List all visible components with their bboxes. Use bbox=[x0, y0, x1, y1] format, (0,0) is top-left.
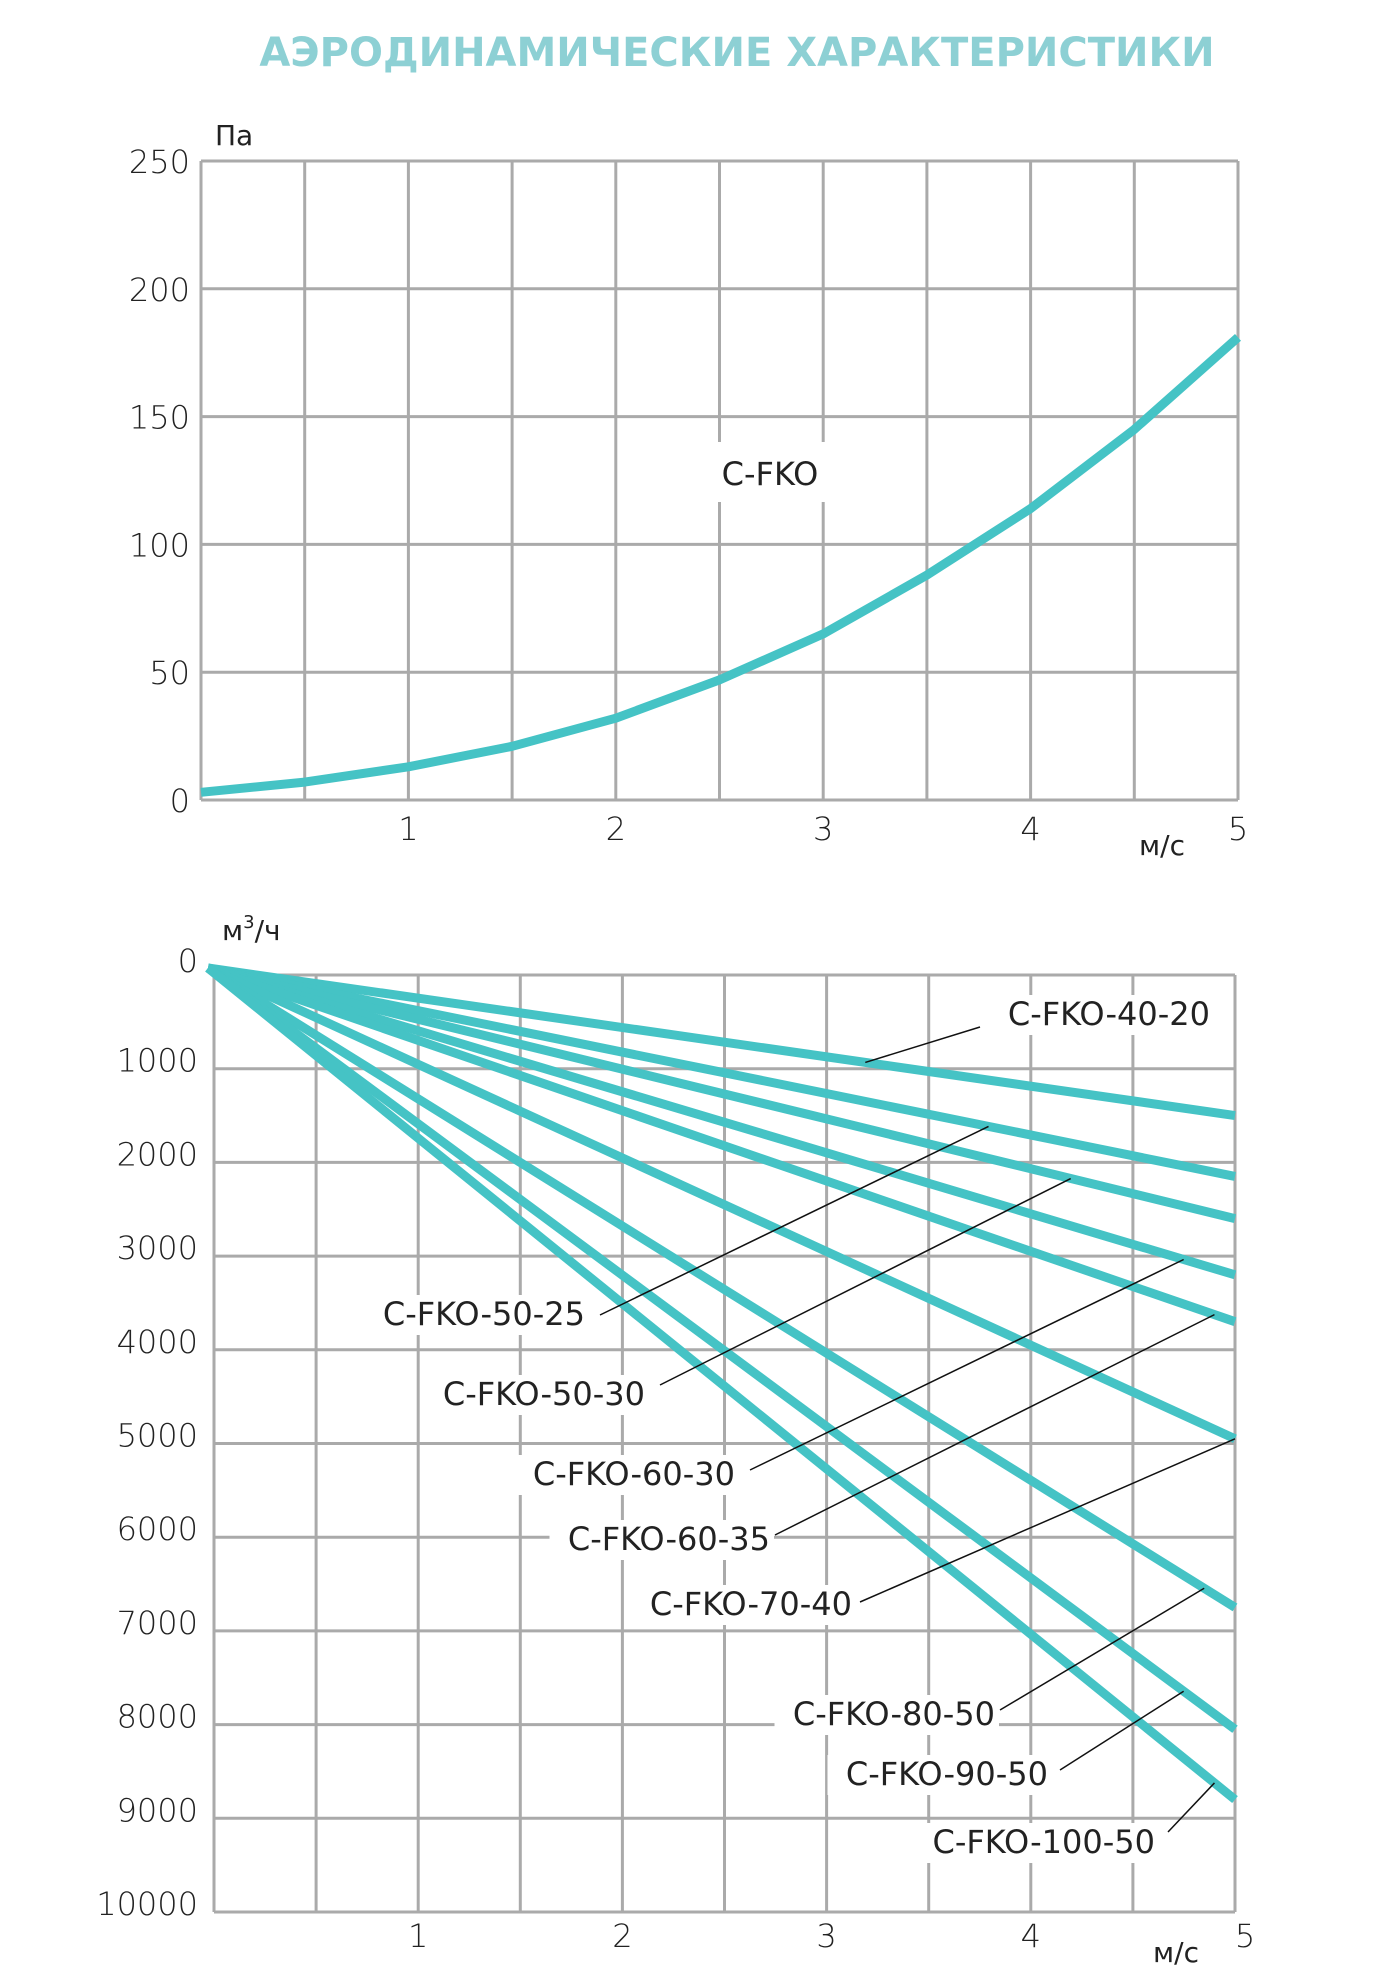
leader-line bbox=[1059, 1690, 1185, 1771]
label-background bbox=[827, 1755, 1052, 1795]
series-line-c-fko-80-50 bbox=[205, 964, 1238, 1612]
y-tick-label: 10000 bbox=[96, 1885, 198, 1923]
series-line-c-fko-50-30 bbox=[206, 963, 1237, 1223]
series-line-c-fko-50-25 bbox=[207, 963, 1236, 1181]
label-background bbox=[712, 442, 828, 502]
y-tick-label: 4000 bbox=[117, 1323, 198, 1361]
series-label: C-FKO-60-30 bbox=[533, 1455, 735, 1493]
label-background bbox=[424, 1375, 649, 1415]
y-tick-label: 1000 bbox=[117, 1042, 198, 1080]
label-background bbox=[514, 1455, 739, 1495]
y-tick-label: 200 bbox=[129, 271, 190, 309]
y-tick-label: 50 bbox=[149, 654, 190, 692]
y-tick-label: 3000 bbox=[117, 1229, 198, 1267]
label-background bbox=[364, 1295, 589, 1335]
series-label: C-FKO-100-50 bbox=[933, 1823, 1156, 1861]
x-tick-label: 4 bbox=[1020, 810, 1040, 848]
x-tick-label: 2 bbox=[606, 810, 626, 848]
series-label: C-FKO-60-35 bbox=[568, 1520, 770, 1558]
airflow-chart bbox=[205, 963, 1238, 1914]
series-label-c-fko: C-FKO bbox=[722, 455, 819, 493]
leader-line bbox=[865, 1026, 981, 1064]
y-axis-unit: м3/ч bbox=[222, 912, 281, 947]
series-label: C-FKO-40-20 bbox=[1008, 995, 1210, 1033]
x-tick-label: 5 bbox=[1235, 1917, 1255, 1955]
label-background bbox=[915, 1823, 1159, 1863]
y-tick-label: 5000 bbox=[117, 1417, 198, 1455]
leader-line bbox=[599, 1125, 989, 1316]
y-tick-label: 250 bbox=[129, 143, 190, 181]
series-label: C-FKO-50-25 bbox=[383, 1295, 585, 1333]
leader-line bbox=[659, 1177, 1072, 1386]
series-line-c-fko-100-50 bbox=[205, 964, 1238, 1804]
y-tick-label: 100 bbox=[129, 526, 190, 564]
leader-line bbox=[1167, 1782, 1216, 1833]
y-tick-label: 0 bbox=[178, 942, 198, 980]
leader-line bbox=[774, 1313, 1215, 1536]
x-tick-label: 1 bbox=[398, 810, 418, 848]
pressure-chart bbox=[199, 159, 1241, 802]
series-line-c-fko-60-30 bbox=[206, 963, 1237, 1280]
x-tick-label: 5 bbox=[1228, 810, 1248, 848]
label-background bbox=[989, 995, 1214, 1035]
unit-tail: /ч bbox=[255, 914, 281, 947]
x-tick-label: 3 bbox=[816, 1917, 836, 1955]
unit-superscript: 3 bbox=[243, 912, 254, 933]
x-axis-unit: м/с bbox=[1139, 829, 1185, 862]
label-background bbox=[631, 1585, 856, 1625]
y-tick-label: 8000 bbox=[117, 1698, 198, 1736]
series-line-c-fko-40-20 bbox=[207, 963, 1236, 1121]
series-line-c-fko-60-35 bbox=[206, 963, 1237, 1326]
y-tick-label: 0 bbox=[170, 782, 190, 820]
y-tick-label: 2000 bbox=[117, 1135, 198, 1173]
leader-line bbox=[999, 1587, 1205, 1711]
y-tick-label: 9000 bbox=[117, 1791, 198, 1829]
series-label: C-FKO-90-50 bbox=[846, 1755, 1048, 1793]
label-background bbox=[774, 1695, 999, 1735]
y-tick-label: 6000 bbox=[117, 1510, 198, 1548]
page-title: АЭРОДИНАМИЧЕСКИЕ ХАРАКТЕРИСТИКИ bbox=[259, 30, 1215, 76]
x-tick-label: 4 bbox=[1021, 1917, 1041, 1955]
x-axis-unit: м/с bbox=[1153, 1936, 1199, 1967]
y-tick-label: 7000 bbox=[117, 1604, 198, 1642]
series-label: C-FKO-80-50 bbox=[793, 1695, 995, 1733]
x-tick-label: 1 bbox=[408, 1917, 428, 1955]
series-line-c-fko bbox=[200, 334, 1241, 797]
x-tick-label: 2 bbox=[612, 1917, 632, 1955]
unit-base: м bbox=[222, 914, 243, 947]
y-axis-unit: Па bbox=[215, 119, 253, 152]
leader-line bbox=[859, 1438, 1236, 1603]
series-line-c-fko-90-50 bbox=[205, 964, 1238, 1733]
series-label: C-FKO-50-30 bbox=[443, 1375, 645, 1413]
series-line-c-fko-70-40 bbox=[206, 963, 1237, 1443]
x-tick-label: 3 bbox=[813, 810, 833, 848]
y-tick-label: 150 bbox=[129, 399, 190, 437]
label-background bbox=[549, 1520, 774, 1560]
series-label: C-FKO-70-40 bbox=[650, 1585, 852, 1623]
leader-line bbox=[749, 1258, 1184, 1471]
